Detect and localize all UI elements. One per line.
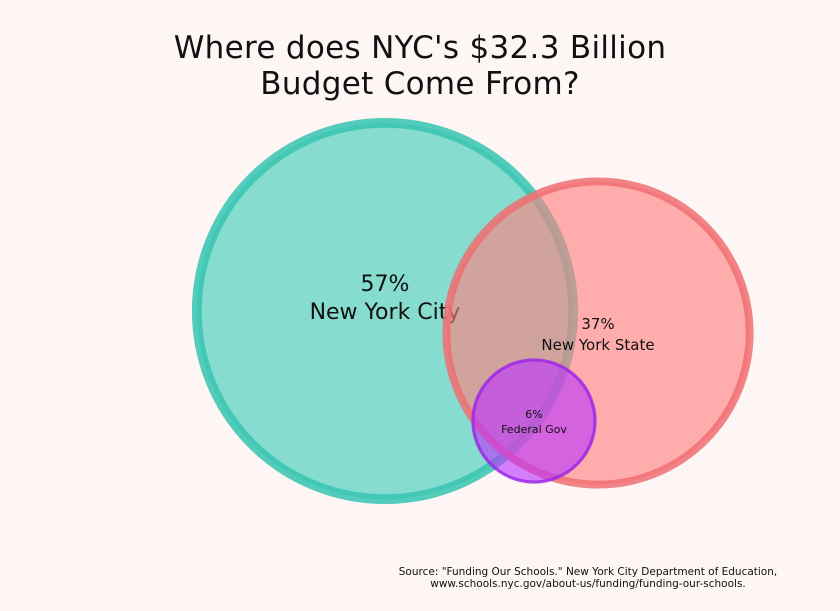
bubble-group-federal-gov: 6% Federal Gov <box>471 358 597 484</box>
bubble-federal-gov <box>471 358 597 484</box>
source-line-2: www.schools.nyc.gov/about-us/funding/fun… <box>430 578 746 590</box>
bubble-layer: 57% New York City 37% New York State 6% Feder… <box>191 117 754 505</box>
chart-title-line-1: Where does NYC's $32.3 Billion <box>173 30 667 66</box>
chart-title-line-2: Budget Come From? <box>260 66 580 102</box>
bubble-name-label-new-york-city: New York City <box>310 300 461 325</box>
bubble-pct-label-new-york-city: 57% <box>361 272 410 297</box>
source-line-1: Source: "Funding Our Schools." New York … <box>398 566 778 578</box>
source-note: Source: "Funding Our Schools." New York … <box>378 566 798 590</box>
bubble-name-label-federal-gov: Federal Gov <box>501 423 567 436</box>
bubble-pct-label-new-york-state: 37% <box>581 315 614 333</box>
bubble-pct-label-federal-gov: 6% <box>525 408 542 421</box>
chart-title: Where does NYC's $32.3 Billion Budget Co… <box>0 30 840 102</box>
bubble-name-label-new-york-state: New York State <box>541 336 654 354</box>
